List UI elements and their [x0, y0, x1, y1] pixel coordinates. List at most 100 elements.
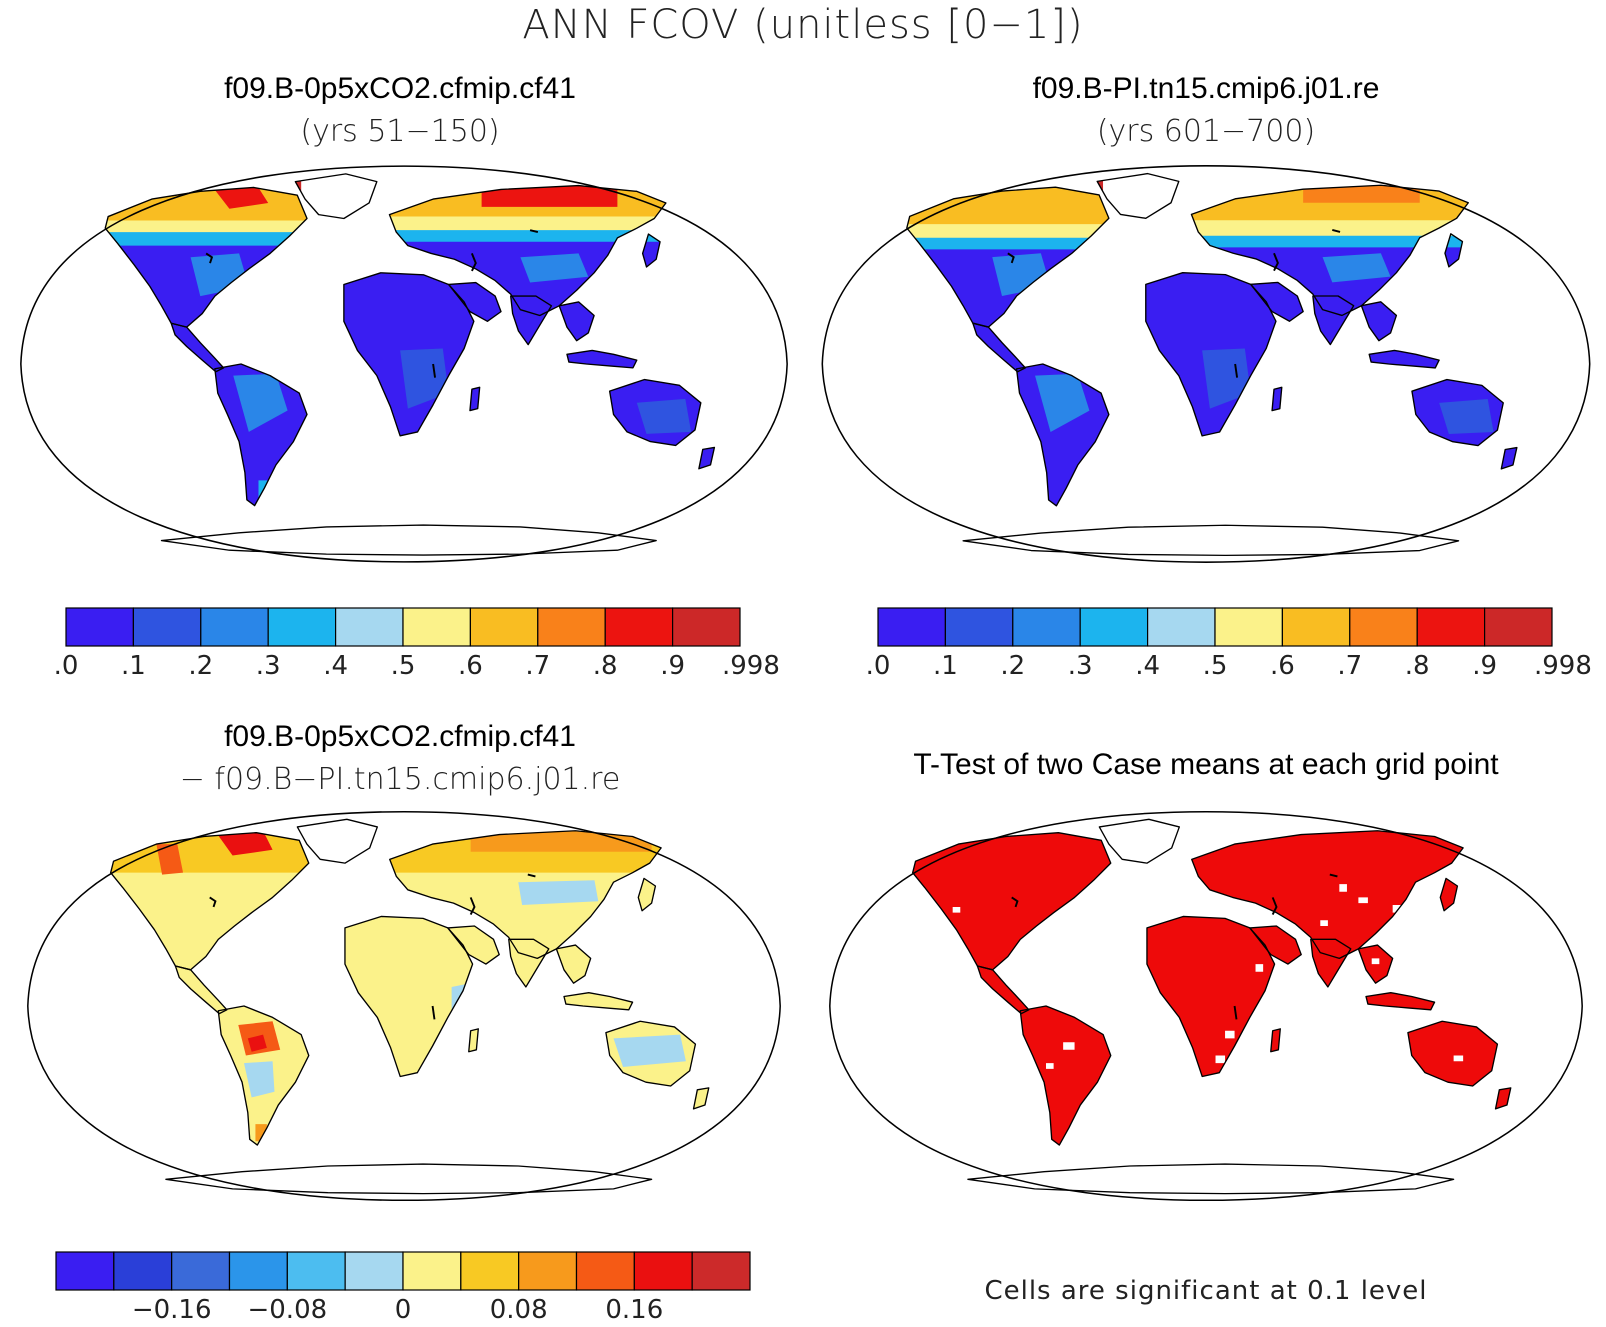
- great-lakes: [209, 896, 217, 908]
- coastline-newZealand: [1494, 1087, 1512, 1110]
- colorbar-tick-label: .9: [660, 651, 685, 681]
- map-frame: [821, 165, 1591, 563]
- colorbar-box: [604, 607, 674, 647]
- colorbar-tick-label: .3: [256, 651, 281, 681]
- field-region: [1035, 373, 1090, 432]
- coastline-southAmerica: [214, 363, 308, 507]
- coastline-indonesia: [1365, 992, 1436, 1011]
- colorbar-tick-label: .9986: [1534, 651, 1592, 681]
- colorbar-box: [1214, 607, 1284, 647]
- colorbar-box: [1416, 607, 1486, 647]
- colorbar-tick-label: .1: [933, 651, 958, 681]
- colorbar-box: [402, 607, 472, 647]
- panel-3-subtitle: − f09.B−PI.tn15.cmip6.j01.re: [179, 762, 621, 797]
- colorbar-tick-label: .3: [1068, 651, 1093, 681]
- coastline-southAmerica: [217, 1005, 310, 1146]
- field-region: [400, 348, 449, 409]
- colorbar-box: [55, 1251, 115, 1291]
- field-region: [156, 844, 184, 875]
- lakes: [1011, 873, 1338, 1020]
- field-region: [636, 398, 692, 434]
- colorbar-tick-label: .8: [1405, 651, 1430, 681]
- coastline-centralAmerica: [174, 965, 228, 1015]
- coastline-southeastAsia: [1357, 944, 1394, 984]
- coastline-southAmerica: [1015, 363, 1110, 507]
- colorbar-tick-label: .7: [525, 651, 550, 681]
- colorbar-tick-label: 0.16: [605, 1295, 663, 1325]
- colorbar-tick-label: 0: [395, 1295, 412, 1325]
- coastline-india: [1312, 295, 1355, 346]
- colorbar-box: [944, 607, 1014, 647]
- colorbar-tick-label: .2: [188, 651, 213, 681]
- coastline-antarctica: [160, 524, 657, 556]
- colorbar-box: [65, 607, 135, 647]
- colorbar-box: [335, 607, 404, 647]
- coastline-antarctica: [962, 524, 1460, 557]
- figure-title: ANN FCOV (unitless [0−1]): [522, 2, 1084, 48]
- coastline-eurasia: [1191, 830, 1464, 960]
- coastline-africa: [343, 272, 475, 437]
- great-lakes: [205, 252, 214, 264]
- field-region: [1322, 253, 1391, 283]
- coastline-centralAmerica: [972, 322, 1026, 373]
- coastline-eurasia: [389, 830, 662, 960]
- coastline-madagascar: [468, 1028, 479, 1053]
- coastline-madagascar: [1270, 1028, 1281, 1053]
- coastline-australia: [605, 1020, 697, 1087]
- coastline-northAmerica: [104, 186, 308, 328]
- panel-3-title: f09.B-0p5xCO2.cfmip.cf41: [224, 720, 576, 753]
- colorbar-box: [200, 607, 269, 647]
- panel-2-colorbar: .0 .1 .2 .3 .4 .5 .6 .7 .8 .9 .9986: [866, 607, 1592, 681]
- colorbar-tick-label: .7: [1337, 651, 1362, 681]
- coastline-greenland: [294, 173, 378, 220]
- great-lakes: [1007, 252, 1015, 264]
- colorbar-box: [575, 1251, 635, 1291]
- colorbar-tick-label: .9: [1472, 651, 1497, 681]
- map-frame: [27, 810, 781, 1202]
- african-lakes: [1234, 363, 1239, 378]
- colorbar-box: [267, 607, 337, 647]
- colorbar-tick-label: .1: [121, 651, 146, 681]
- colorbar-tick-label: .2: [1000, 651, 1025, 681]
- lakes: [1007, 229, 1341, 378]
- african-lakes: [432, 363, 437, 378]
- coastline-india: [508, 938, 550, 988]
- coastline-australia: [608, 378, 702, 447]
- colorbar-box: [691, 1251, 751, 1291]
- colorbar-tick-label: .4: [323, 651, 348, 681]
- coastline-northAmerica: [912, 832, 1112, 971]
- colorbar-box: [171, 1251, 231, 1291]
- colorbar-box: [1281, 607, 1351, 647]
- field-region: [520, 253, 589, 283]
- colorbar-box: [469, 607, 539, 647]
- colorbar-tick-label: −0.16: [132, 1295, 212, 1325]
- colorbar-tick-label: .6: [458, 651, 483, 681]
- coastline-greenland: [296, 818, 378, 864]
- coastline-antarctica: [967, 1163, 1455, 1195]
- coastline-southAmerica: [1019, 1005, 1112, 1146]
- field-region: [244, 1061, 275, 1098]
- colorbar-box: [228, 1251, 288, 1291]
- panel-1-colorbar: .0 .1 .2 .3 .4 .5 .6 .7 .8 .9 .9986: [54, 607, 780, 681]
- colorbar-tick-label: .5: [1203, 651, 1228, 681]
- significance-note: Cells are significant at 0.1 level: [984, 1276, 1428, 1306]
- panel-3-map: [27, 810, 781, 1202]
- colorbar-box: [132, 607, 202, 647]
- coastline-madagascar: [469, 386, 481, 412]
- map-frame: [20, 165, 788, 563]
- field-region: [247, 1034, 267, 1052]
- coastline-northAmerica: [906, 186, 1110, 328]
- baikal: [527, 873, 536, 878]
- coastlines: [912, 818, 1512, 1195]
- baikal: [1332, 229, 1341, 233]
- coastline-eurasia: [388, 184, 667, 317]
- coastline-indonesia: [566, 349, 638, 369]
- lakes: [205, 229, 539, 378]
- colorbar-box: [113, 1251, 173, 1291]
- baikal: [529, 229, 539, 234]
- colorbar-box: [460, 1251, 520, 1291]
- coastline-southeastAsia: [555, 944, 592, 984]
- coastline-eurasia: [1190, 184, 1469, 317]
- coastline-japan: [637, 877, 657, 912]
- colorbar-box: [1079, 607, 1149, 647]
